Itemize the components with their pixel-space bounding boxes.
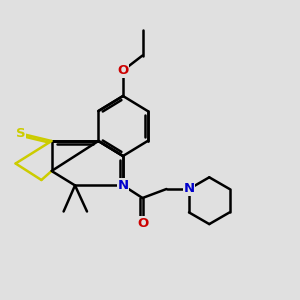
Text: N: N	[183, 182, 195, 196]
Text: N: N	[117, 179, 129, 192]
Text: O: O	[137, 217, 148, 230]
Text: S: S	[16, 127, 25, 140]
Text: O: O	[117, 64, 129, 77]
